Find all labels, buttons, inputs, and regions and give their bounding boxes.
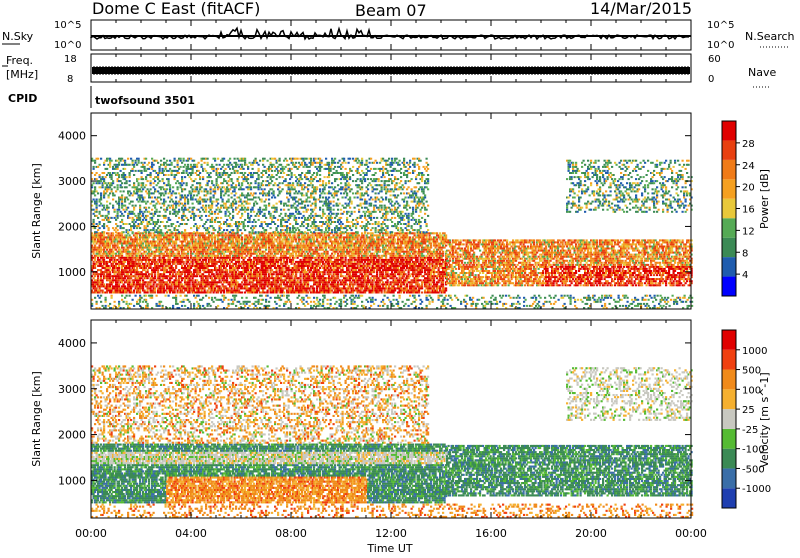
station-title: Dome C East (fitACF) — [92, 0, 260, 18]
x-tick-label: 12:00 — [375, 527, 407, 540]
y-tick-label: 1000 — [58, 266, 86, 279]
colorbar-segment — [722, 330, 736, 350]
colorbar-tick: 16 — [742, 205, 755, 216]
nsearch-label: N.Search — [745, 30, 795, 43]
colorbar-tick: 1000 — [742, 346, 767, 357]
power-ylabel: Slant Range [km] — [30, 163, 43, 259]
x-tick-label: 00:00 — [675, 527, 707, 540]
y-tick-label: 2000 — [58, 220, 86, 233]
colorbar-segment — [722, 121, 736, 140]
x-tick-label: 08:00 — [275, 527, 307, 540]
colorbar-segment — [722, 277, 736, 296]
colorbar-segment — [722, 409, 736, 429]
freq-tick-top: 18 — [64, 54, 77, 65]
colorbar-segment — [722, 488, 736, 508]
colorbar-tick: 25 — [742, 405, 755, 416]
nsky-tick-bottom: 10^0 — [54, 40, 81, 51]
colorbar-segment — [722, 429, 736, 449]
colorbar-segment — [722, 257, 736, 276]
x-axis-label: Time UT — [366, 542, 412, 554]
y-tick-label: 4000 — [58, 337, 86, 350]
colorbar-tick: 12 — [742, 226, 755, 237]
beam-label: Beam 07 — [355, 1, 427, 20]
colorbar-tick: 28 — [742, 139, 755, 150]
nsky-label: N.Sky — [2, 30, 34, 43]
nsky-trace — [91, 28, 691, 39]
y-tick-label: 2000 — [58, 429, 86, 442]
velocity-heatmap — [91, 365, 693, 518]
nave-tick-top: 60 — [708, 54, 721, 65]
velocity-ylabel: Slant Range [km] — [30, 371, 43, 467]
colorbar-segment — [722, 468, 736, 488]
freq-label: Freq. — [6, 54, 33, 67]
colorbar-tick: -25 — [742, 425, 758, 436]
x-tick-label: 04:00 — [175, 527, 207, 540]
colorbar-tick: 20 — [742, 183, 755, 194]
y-tick-label: 4000 — [58, 130, 86, 143]
colorbar-segment — [722, 199, 736, 218]
freq-unit-label: [MHz] — [6, 68, 38, 81]
colorbar-segment — [722, 370, 736, 390]
power-heatmap — [91, 158, 693, 309]
velocity-colorbar-label: Velocity [m s^-1] — [758, 372, 771, 467]
freq-tick-bottom: 8 — [67, 74, 73, 85]
cpid-value: twofsound 3501 — [95, 94, 195, 107]
nsearch-tick-bottom: 10^0 — [707, 40, 734, 51]
x-tick-label: 16:00 — [475, 527, 507, 540]
colorbar-segment — [722, 160, 736, 179]
colorbar-tick: 4 — [742, 270, 748, 281]
power-colorbar: 28 24 20 16 12 8 4 — [722, 121, 755, 296]
nave-tick-bottom: 0 — [708, 74, 714, 85]
colorbar-segment — [722, 179, 736, 198]
colorbar-tick: 8 — [742, 248, 748, 259]
date-label: 14/Mar/2015 — [590, 0, 692, 18]
colorbar-segment — [722, 449, 736, 469]
y-tick-label: 3000 — [58, 383, 86, 396]
nave-label: Nave — [748, 66, 776, 79]
colorbar-tick: 24 — [742, 161, 755, 172]
colorbar-tick: -1000 — [742, 484, 771, 495]
x-tick-label: 00:00 — [75, 527, 107, 540]
y-tick-label: 1000 — [58, 474, 86, 487]
x-tick-label: 20:00 — [575, 527, 607, 540]
nsky-tick-top: 10^5 — [54, 20, 81, 31]
colorbar-segment — [722, 389, 736, 409]
colorbar-segment — [722, 218, 736, 237]
cpid-label: CPID — [8, 92, 37, 105]
y-tick-label: 3000 — [58, 175, 86, 188]
power-colorbar-label: Power [dB] — [758, 169, 771, 229]
freq-trace — [91, 66, 690, 75]
colorbar-segment — [722, 238, 736, 257]
colorbar-segment — [722, 140, 736, 159]
nsearch-tick-top: 10^5 — [707, 20, 734, 31]
colorbar-segment — [722, 350, 736, 370]
